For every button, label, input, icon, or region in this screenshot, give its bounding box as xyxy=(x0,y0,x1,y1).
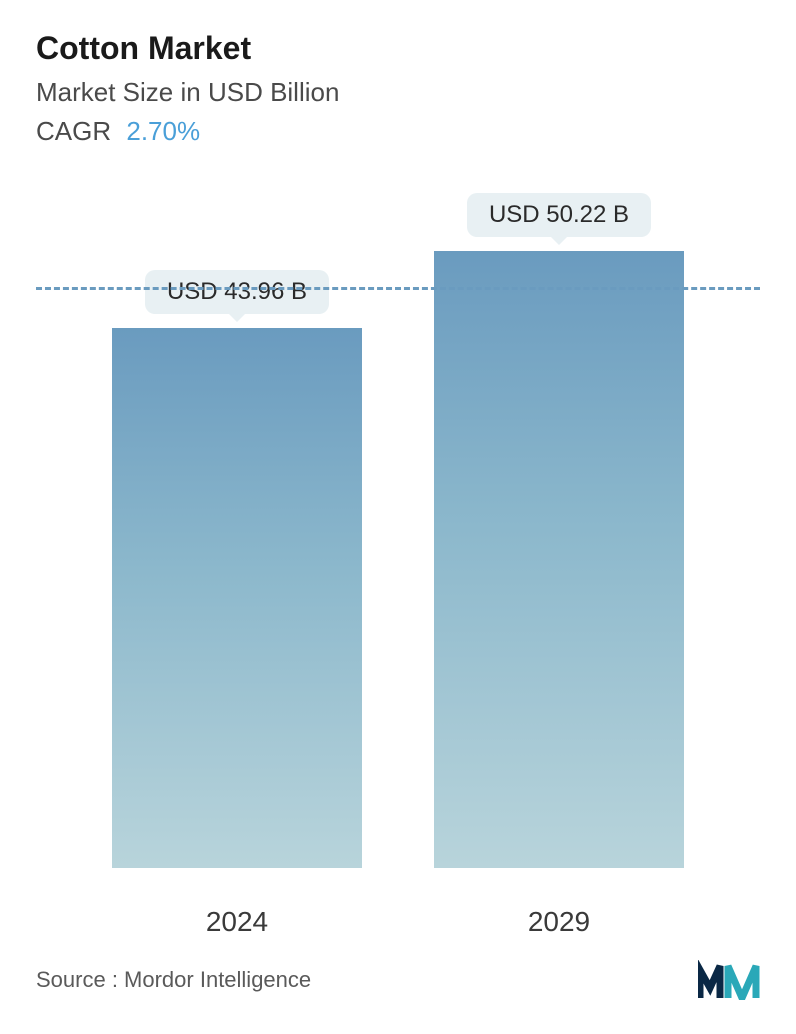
chart-subtitle: Market Size in USD Billion xyxy=(36,77,760,108)
value-badge-0: USD 43.96 B xyxy=(145,270,329,314)
cagr-line: CAGR 2.70% xyxy=(36,116,760,147)
x-label-0: 2024 xyxy=(112,888,362,938)
x-axis-labels: 2024 2029 xyxy=(36,888,760,938)
source-text: Source : Mordor Intelligence xyxy=(36,967,311,993)
header: Cotton Market Market Size in USD Billion… xyxy=(36,30,760,147)
bar-1 xyxy=(434,251,684,868)
x-label-1: 2029 xyxy=(434,888,684,938)
chart-title: Cotton Market xyxy=(36,30,760,67)
footer: Source : Mordor Intelligence xyxy=(36,938,760,1004)
value-badge-1: USD 50.22 B xyxy=(467,193,651,237)
chart-area: USD 43.96 B USD 50.22 B 2024 2029 xyxy=(36,207,760,938)
reference-dashed-line xyxy=(36,287,760,290)
chart-container: Cotton Market Market Size in USD Billion… xyxy=(0,0,796,1034)
bar-group-0: USD 43.96 B xyxy=(112,270,362,868)
cagr-label: CAGR xyxy=(36,116,111,146)
bars-container: USD 43.96 B USD 50.22 B xyxy=(36,248,760,868)
brand-logo-icon xyxy=(698,960,760,1000)
bar-0 xyxy=(112,328,362,868)
cagr-value: 2.70% xyxy=(126,116,200,146)
bar-group-1: USD 50.22 B xyxy=(434,193,684,868)
